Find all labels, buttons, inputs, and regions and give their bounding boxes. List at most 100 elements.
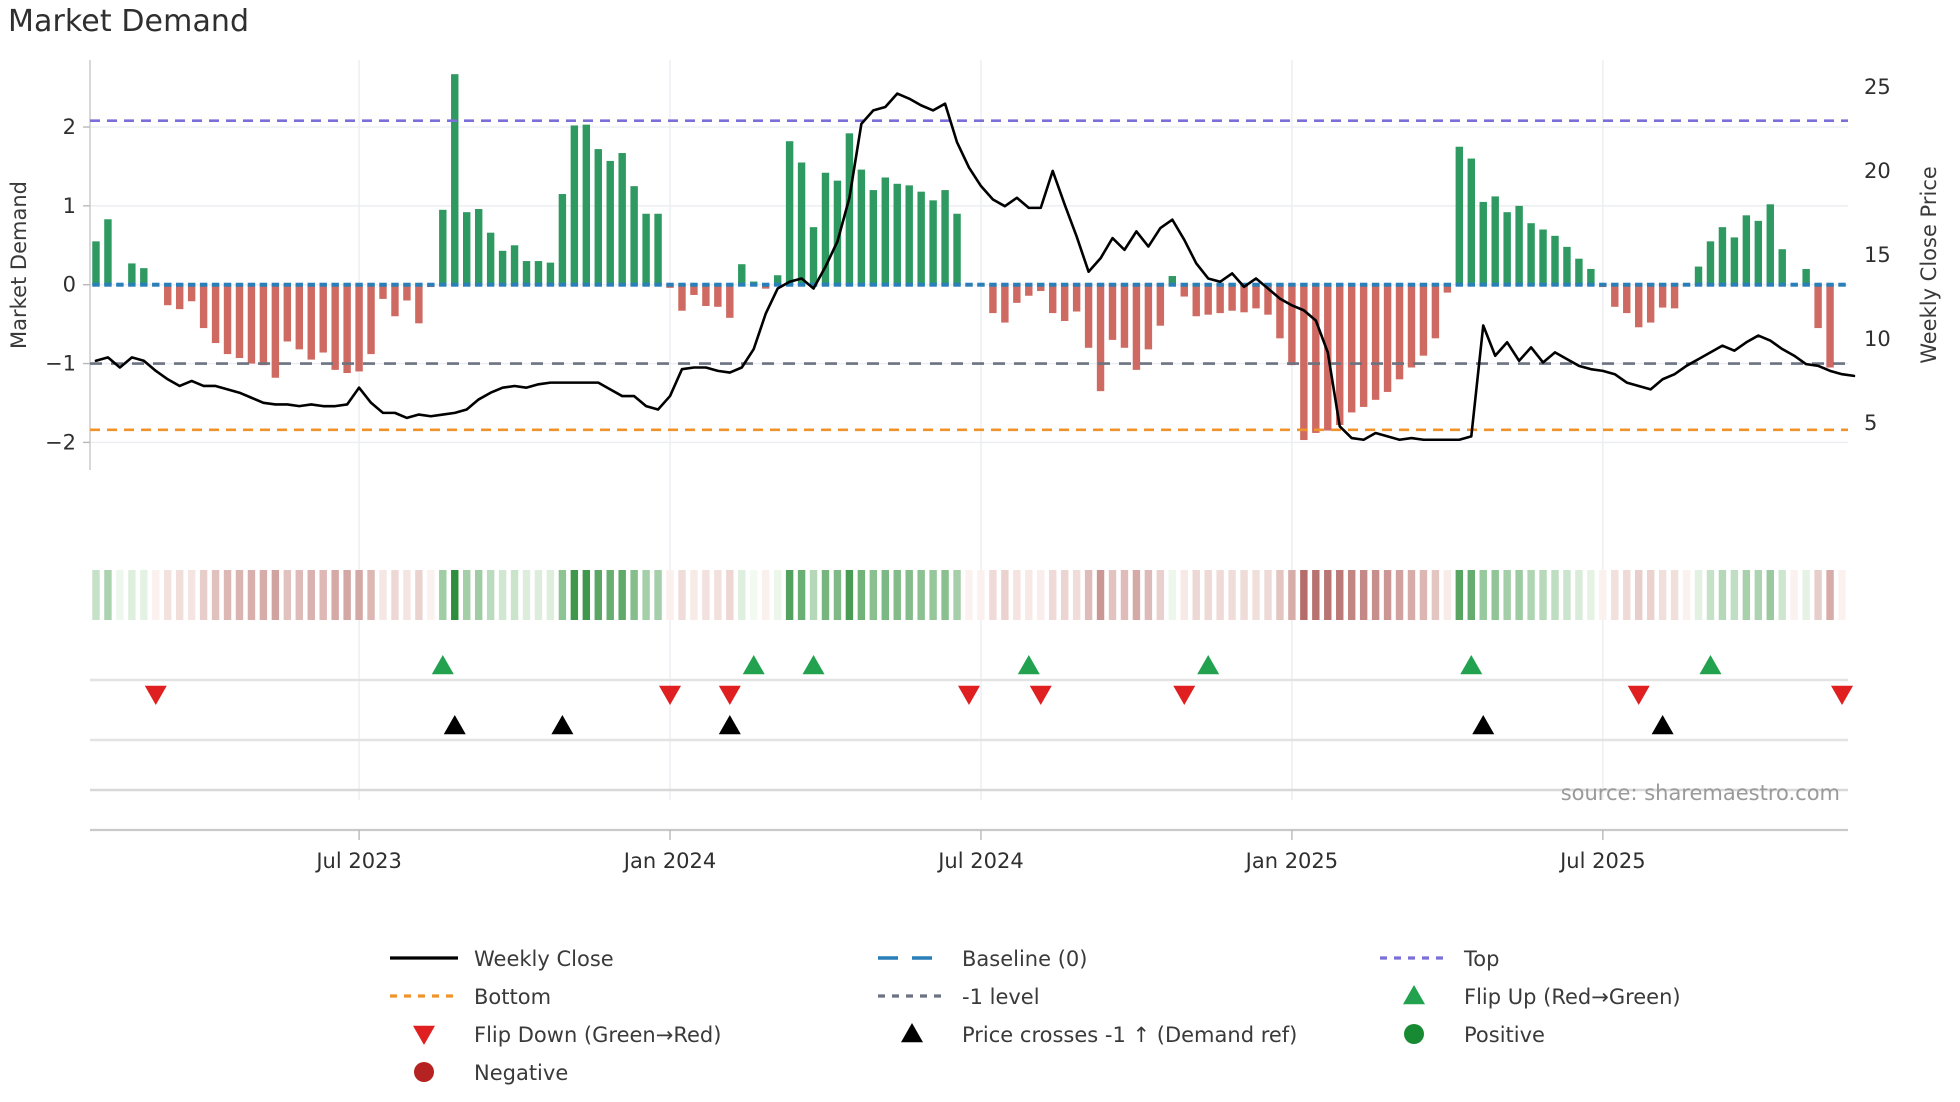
legend-item[interactable]: Bottom xyxy=(390,985,551,1009)
x-tick-label: Jan 2024 xyxy=(622,849,717,873)
heatmap-cell xyxy=(295,570,303,620)
legend-item-label: Flip Up (Red→Green) xyxy=(1464,985,1681,1009)
demand-bar xyxy=(463,212,471,285)
flip-down-marker xyxy=(718,685,741,705)
demand-bar xyxy=(1013,284,1021,303)
heatmap-cell xyxy=(1395,570,1404,620)
demand-bar xyxy=(367,284,375,355)
heatmap-cell xyxy=(1288,570,1296,620)
flip-up-marker xyxy=(1460,655,1483,675)
demand-bar xyxy=(1646,284,1655,323)
demand-bar xyxy=(164,284,172,306)
demand-bar xyxy=(175,284,184,310)
legend-item[interactable]: Negative xyxy=(414,1061,568,1085)
heatmap-cell xyxy=(1407,570,1416,620)
demand-bar xyxy=(1706,241,1715,285)
demand-bar xyxy=(211,284,220,344)
heatmap-cell xyxy=(355,570,363,620)
legend-triangle-down-icon xyxy=(413,1025,435,1045)
demand-bar xyxy=(546,262,555,285)
legend-item[interactable]: Top xyxy=(1380,947,1499,971)
demand-bars xyxy=(92,74,1846,441)
heatmap-cell xyxy=(1060,570,1069,620)
demand-bar xyxy=(1037,284,1045,292)
heatmap-cell xyxy=(1264,570,1272,620)
right-tick-label: 15 xyxy=(1864,243,1891,267)
demand-bar xyxy=(1264,284,1272,315)
demand-bar xyxy=(1778,249,1786,285)
demand-bar xyxy=(618,153,626,285)
heatmap-cell xyxy=(1635,570,1643,620)
heatmap-cell xyxy=(1144,570,1153,620)
flip-up-marker xyxy=(1197,655,1220,675)
heatmap-cell xyxy=(259,570,268,620)
left-tick-label: −2 xyxy=(45,430,76,454)
heatmap-cell xyxy=(785,570,794,620)
flip-down-marker xyxy=(1627,685,1650,705)
heatmap-cell xyxy=(558,570,567,620)
demand-bar xyxy=(343,284,351,374)
demand-bar xyxy=(1276,284,1284,339)
demand-bar xyxy=(1407,284,1416,368)
heatmap-cell xyxy=(1682,570,1691,620)
demand-bar xyxy=(1192,284,1200,317)
legend-circle-icon xyxy=(1404,1024,1424,1044)
heatmap-cell xyxy=(463,570,471,620)
demand-bar xyxy=(403,284,411,301)
heatmap-cell xyxy=(1455,570,1464,620)
heatmap-cell xyxy=(235,570,244,620)
demand-bar xyxy=(905,185,913,285)
flip-down-marker xyxy=(958,685,980,705)
flip-down-markers xyxy=(144,685,1854,705)
legend-item[interactable]: Price crosses -1 ↑ (Demand ref) xyxy=(901,1023,1297,1047)
heatmap-cell xyxy=(714,570,722,620)
demand-bar xyxy=(92,241,100,285)
heatmap-cell xyxy=(1658,570,1667,620)
demand-bar xyxy=(1754,220,1763,285)
demand-bar xyxy=(642,213,650,285)
price-cross-marker xyxy=(718,715,741,735)
demand-bar xyxy=(451,74,459,285)
demand-bar xyxy=(128,263,136,285)
legend-item-label: Weekly Close xyxy=(474,947,614,971)
demand-bar xyxy=(821,172,830,285)
demand-bar xyxy=(714,284,722,307)
heatmap-cell xyxy=(104,570,112,620)
demand-bar xyxy=(1288,284,1296,366)
heatmap-cell xyxy=(797,570,806,620)
heatmap-cell xyxy=(1324,570,1332,620)
legend-item[interactable]: Flip Up (Red→Green) xyxy=(1403,985,1681,1009)
legend-item[interactable]: Positive xyxy=(1404,1023,1545,1047)
heatmap-cell xyxy=(1371,570,1380,620)
demand-bar xyxy=(558,194,567,285)
heatmap-cell xyxy=(1706,570,1715,620)
heatmap-cell xyxy=(1611,570,1619,620)
heatmap-cell xyxy=(845,570,854,620)
heatmap-cell xyxy=(164,570,172,620)
legend-item-label: Positive xyxy=(1464,1023,1545,1047)
heatmap-cell xyxy=(367,570,375,620)
legend-item[interactable]: -1 level xyxy=(878,985,1040,1009)
heatmap-cell xyxy=(1754,570,1763,620)
heatmap-cell xyxy=(247,570,256,620)
heatmap-cell xyxy=(821,570,830,620)
legend-circle-icon xyxy=(414,1062,434,1082)
demand-bar xyxy=(1252,284,1260,309)
demand-bar xyxy=(1359,284,1368,407)
legend-item-label: -1 level xyxy=(962,985,1040,1009)
heatmap-cell xyxy=(1037,570,1045,620)
demand-bar xyxy=(630,186,638,285)
heatmap-cell xyxy=(1228,570,1236,620)
demand-bar xyxy=(235,284,244,359)
heatmap-cell xyxy=(1013,570,1021,620)
legend-item[interactable]: Baseline (0) xyxy=(878,947,1087,971)
heatmap-cell xyxy=(116,570,124,620)
legend-item[interactable]: Weekly Close xyxy=(390,947,614,971)
legend-item[interactable]: Flip Down (Green→Red) xyxy=(413,1023,721,1047)
heatmap-cell xyxy=(403,570,411,620)
heatmap-cell xyxy=(175,570,184,620)
heatmap-cell xyxy=(594,570,602,620)
heatmap-cell xyxy=(726,570,734,620)
heatmap-cell xyxy=(965,570,973,620)
heatmap-cell xyxy=(391,570,399,620)
